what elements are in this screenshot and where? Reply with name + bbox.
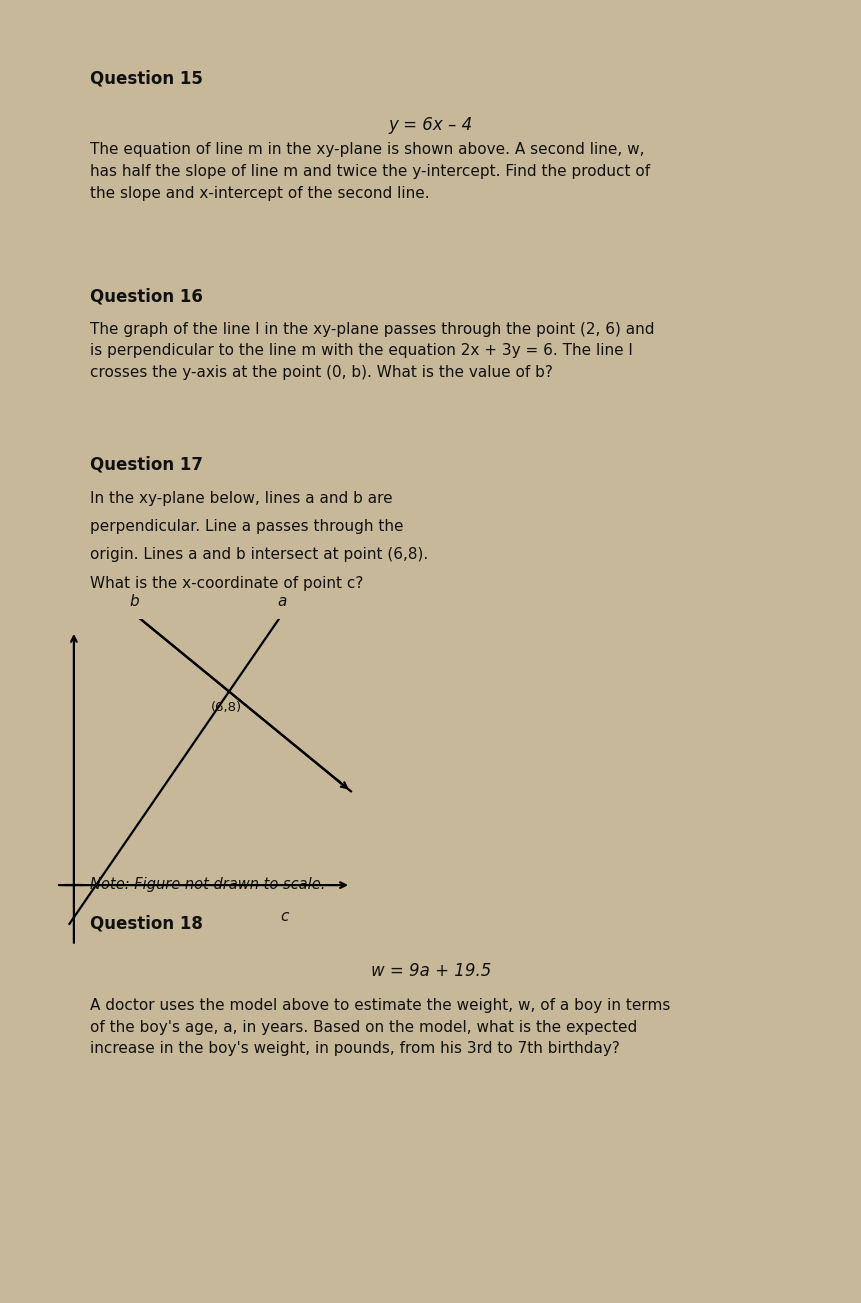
Text: A doctor uses the model above to estimate the weight, w, of a boy in terms
of th: A doctor uses the model above to estimat…	[90, 998, 669, 1057]
Text: The equation of line m in the xy-plane is shown above. A second line, w,
has hal: The equation of line m in the xy-plane i…	[90, 142, 649, 201]
Text: Question 17: Question 17	[90, 456, 202, 474]
Text: The graph of the line l in the xy-plane passes through the point (2, 6) and
is p: The graph of the line l in the xy-plane …	[90, 322, 653, 380]
Text: b: b	[129, 594, 139, 610]
Text: Question 18: Question 18	[90, 915, 202, 933]
Text: Question 15: Question 15	[90, 70, 202, 87]
Text: What is the x-coordinate of point c?: What is the x-coordinate of point c?	[90, 576, 362, 590]
Text: a: a	[277, 594, 287, 609]
Text: perpendicular. Line a passes through the: perpendicular. Line a passes through the	[90, 520, 403, 534]
Text: In the xy-plane below, lines a and b are: In the xy-plane below, lines a and b are	[90, 491, 392, 507]
Text: (6,8): (6,8)	[211, 701, 242, 714]
Text: c: c	[280, 909, 288, 924]
Text: y = 6x – 4: y = 6x – 4	[388, 116, 473, 134]
Text: w = 9a + 19.5: w = 9a + 19.5	[370, 962, 491, 980]
Text: Note: Figure not drawn to scale.: Note: Figure not drawn to scale.	[90, 877, 325, 893]
Text: origin. Lines a and b intersect at point (6,8).: origin. Lines a and b intersect at point…	[90, 547, 427, 563]
Text: Question 16: Question 16	[90, 288, 202, 305]
